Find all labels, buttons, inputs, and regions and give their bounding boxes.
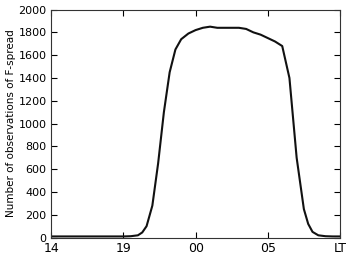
Y-axis label: Number of observations of F-spread: Number of observations of F-spread <box>6 30 15 217</box>
